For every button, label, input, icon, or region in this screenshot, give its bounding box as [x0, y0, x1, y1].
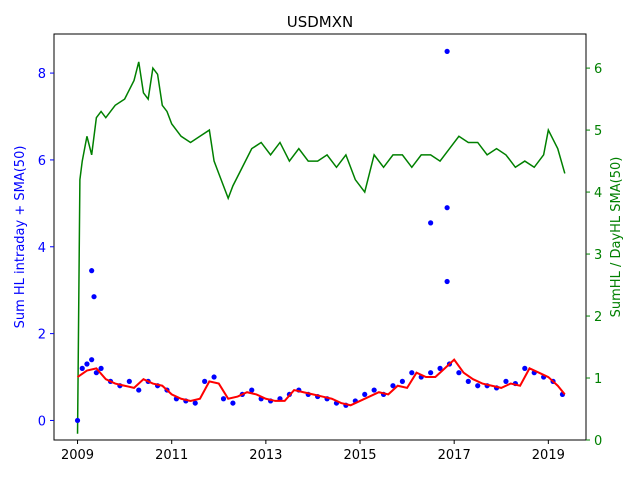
x-tick-label: 2013	[249, 448, 282, 463]
scatter-point	[91, 294, 97, 300]
scatter-point	[503, 378, 509, 384]
scatter-point	[390, 383, 396, 389]
scatter-point	[230, 400, 236, 406]
y-axis-right: 0 1 2 3 4 5 6	[586, 62, 602, 449]
scatter-point	[202, 378, 208, 384]
plot-frame	[53, 33, 587, 441]
plot-area	[74, 48, 566, 434]
y-right-tick-label: 4	[594, 186, 602, 201]
x-axis: 2009 2011 2013 2015 2017 2019	[61, 440, 565, 463]
scatter-point	[93, 370, 99, 376]
y-axis-left-label: Sum HL intraday + SMA(50)	[13, 146, 28, 329]
y-axis-left: 0 2 4 6 8	[38, 67, 54, 429]
y-axis-right-label: SumHL / DayHL SMA(50)	[609, 157, 624, 318]
sma-series	[76, 358, 566, 407]
scatter-point	[444, 205, 450, 211]
x-tick-label: 2017	[438, 448, 471, 463]
scatter-point	[84, 361, 90, 367]
scatter-point	[192, 400, 198, 406]
scatter-point	[136, 387, 142, 393]
y-right-tick-label: 6	[594, 62, 602, 77]
ratio-line	[76, 61, 566, 434]
scatter-point	[444, 278, 450, 285]
scatter-point	[475, 383, 481, 389]
y-right-tick-label: 2	[594, 310, 602, 325]
scatter-point	[371, 387, 377, 393]
scatter-point	[522, 365, 528, 371]
y-left-tick-label: 2	[38, 328, 46, 343]
y-right-tick-label: 3	[594, 248, 602, 263]
scatter-series	[74, 48, 566, 424]
x-tick-label: 2009	[61, 448, 94, 463]
x-tick-label: 2019	[532, 448, 565, 463]
x-tick-label: 2011	[155, 448, 188, 463]
scatter-point	[456, 370, 462, 376]
scatter-point	[437, 365, 443, 371]
ratio-series	[76, 61, 566, 434]
scatter-point	[220, 396, 227, 402]
y-left-tick-label: 0	[38, 414, 46, 429]
x-tick-label: 2015	[343, 448, 376, 463]
scatter-point	[89, 268, 95, 274]
y-left-tick-label: 4	[38, 241, 46, 256]
y-left-tick-label: 8	[38, 67, 46, 82]
scatter-point	[465, 378, 471, 384]
scatter-point	[211, 374, 217, 380]
y-right-tick-label: 0	[594, 434, 602, 449]
y-left-tick-label: 6	[38, 154, 46, 169]
scatter-point	[74, 417, 81, 424]
y-right-tick-label: 1	[594, 372, 602, 387]
scatter-point	[89, 357, 95, 363]
scatter-point	[362, 391, 368, 398]
y-right-tick-label: 5	[594, 124, 602, 139]
scatter-point	[428, 370, 434, 376]
scatter-point	[409, 370, 415, 376]
scatter-point	[79, 365, 85, 371]
scatter-point	[399, 378, 405, 384]
chart-title: USDMXN	[287, 13, 354, 31]
scatter-point	[444, 48, 450, 54]
scatter-point	[428, 220, 434, 226]
sma-line	[76, 358, 566, 407]
scatter-point	[126, 378, 132, 384]
scatter-point	[249, 387, 255, 393]
scatter-point	[98, 365, 104, 371]
